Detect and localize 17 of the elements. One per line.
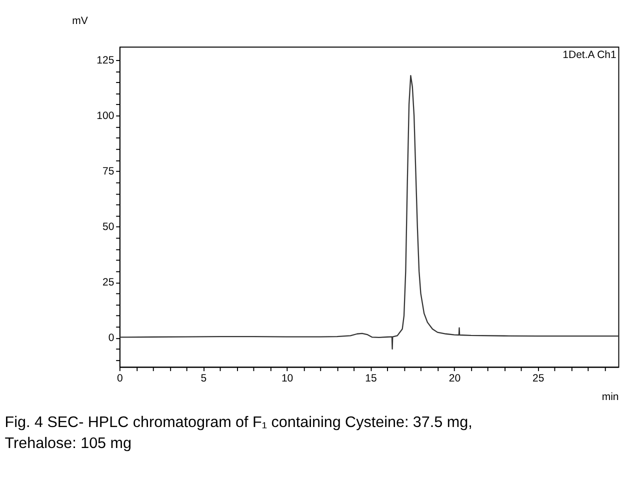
y-tick-label: 50 <box>102 221 114 234</box>
y-tick-label: 100 <box>96 110 114 122</box>
y-axis-title: mV <box>72 15 88 28</box>
x-axis-title: min <box>602 390 619 403</box>
caption: Fig. 4 SEC- HPLC chromatogram of F₁ containing Cysteine: 37.5 mg, Trehalose: 105 mg <box>4 414 472 452</box>
x-tick-label: 0 <box>117 372 124 385</box>
line-series <box>118 74 619 350</box>
y-tick-label: 0 <box>108 332 114 344</box>
y-tick-label: 75 <box>102 165 114 178</box>
x-tick-label: 15 <box>365 372 378 385</box>
x-tick-label: 20 <box>448 372 461 385</box>
annotation: 1Det.A Ch1 <box>562 49 617 62</box>
x-tick-label: 5 <box>200 372 207 385</box>
y-tick-label: 125 <box>96 54 114 66</box>
y-tick-label: 25 <box>102 276 114 289</box>
x-tick-label: 25 <box>532 372 544 385</box>
x-tick-label: 10 <box>281 372 294 385</box>
